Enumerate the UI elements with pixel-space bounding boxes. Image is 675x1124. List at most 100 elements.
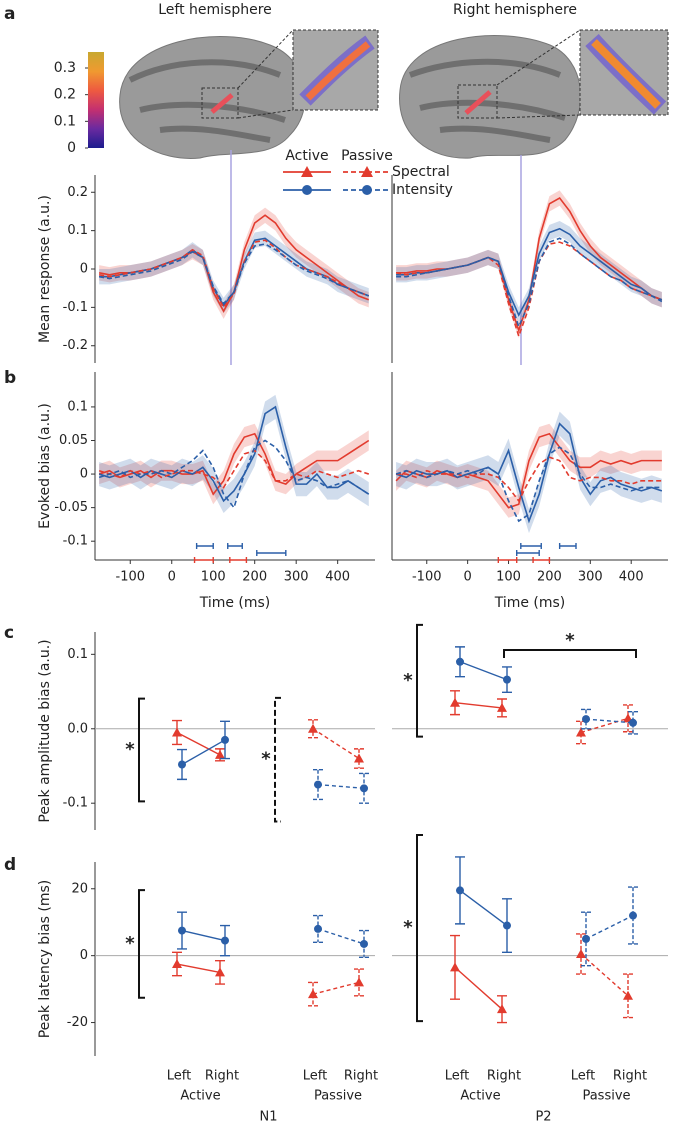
y-tick-label: 0	[80, 948, 88, 963]
x-tick-label: 0	[168, 570, 176, 585]
significance-bar	[229, 557, 248, 563]
y-tick-label: 20	[71, 881, 88, 896]
marker	[582, 715, 590, 724]
colorbar	[88, 52, 104, 148]
y-tick-label: 0.2	[67, 185, 88, 200]
error-band	[99, 207, 369, 319]
significance-bar	[193, 557, 214, 563]
brain-right-sulci	[408, 58, 566, 143]
x-tick-label: Left	[445, 1069, 469, 1084]
x-tick-label: 300	[578, 570, 603, 585]
y-axis-label: Peak amplitude bias (a.u.)	[37, 639, 53, 822]
legend-marker	[301, 166, 313, 177]
panel-label: d	[4, 855, 16, 875]
y-tick-label: -0.1	[63, 796, 88, 811]
significance-bracket	[416, 623, 423, 738]
x-tick-label: 200	[537, 570, 562, 585]
series-line	[176, 963, 221, 974]
roi	[210, 93, 234, 114]
zoom-line	[237, 109, 294, 119]
significance-bar	[520, 543, 542, 549]
x-tick-label: Right	[613, 1069, 647, 1084]
significance-bracket	[138, 697, 145, 803]
group-label: Active	[180, 1089, 220, 1104]
series-line	[317, 928, 365, 945]
marker	[360, 939, 368, 948]
y-tick-label: 0	[80, 467, 88, 482]
legend-marker	[362, 185, 372, 195]
series-line	[99, 243, 370, 305]
series-line	[395, 422, 663, 524]
significance-bar	[497, 557, 518, 563]
brain-left	[119, 36, 306, 159]
marker	[172, 959, 182, 969]
error-bar	[628, 886, 638, 945]
y-tick-label: -0.1	[63, 534, 88, 549]
group-label: Passive	[314, 1089, 362, 1104]
colorbar-tick-label: 0	[67, 140, 76, 156]
x-tick-label: 400	[619, 570, 644, 585]
significance-bar	[227, 543, 243, 549]
marker	[503, 675, 511, 684]
significance-star: *	[565, 630, 575, 651]
roi-box	[457, 84, 498, 119]
panel-label: a	[4, 4, 15, 24]
colorbar-tick-label: 0.3	[54, 60, 76, 76]
colorbar-tick-label: 0.1	[54, 113, 76, 129]
significance-bracket	[416, 833, 423, 1023]
x-tick-label: 100	[201, 570, 226, 585]
significance-bar	[516, 550, 540, 556]
series-line	[459, 661, 508, 681]
series-line	[98, 439, 370, 510]
x-tick-label: Left	[571, 1069, 595, 1084]
marker	[354, 977, 364, 987]
x-tick-label: 300	[284, 570, 309, 585]
x-tick-label: -100	[412, 570, 442, 585]
x-tick-label: 0	[464, 570, 472, 585]
legend-column: Active	[285, 148, 328, 164]
series-line	[585, 914, 634, 940]
x-tick-label: 200	[242, 570, 267, 585]
hemisphere-title: Left hemisphere	[158, 2, 272, 18]
marker	[178, 926, 186, 935]
marker	[582, 934, 590, 943]
series-line	[98, 449, 370, 489]
series-line	[396, 456, 662, 503]
marker	[576, 727, 586, 737]
y-tick-label: -0.1	[63, 300, 88, 315]
x-tick-label: Right	[205, 1069, 239, 1084]
significance-star: *	[125, 739, 135, 760]
y-tick-label: 0.1	[67, 647, 88, 662]
significance-bracket	[503, 649, 637, 658]
marker	[629, 718, 637, 727]
y-tick-label: 0.05	[59, 433, 88, 448]
significance-star: *	[261, 749, 271, 770]
y-tick-label: -0.05	[54, 500, 88, 515]
legend-marker	[361, 166, 373, 177]
marker	[360, 784, 368, 793]
significance-bar	[558, 543, 577, 549]
marker	[314, 780, 322, 789]
zoom-line	[496, 29, 581, 86]
marker	[215, 967, 225, 977]
panel-label: c	[4, 623, 14, 643]
panel-label: b	[4, 368, 16, 388]
roi-box	[201, 87, 239, 119]
x-tick-label: Left	[167, 1069, 191, 1084]
y-axis-label: Evoked bias (a.u.)	[37, 403, 53, 529]
marker	[221, 936, 229, 945]
error-band	[99, 423, 369, 505]
marker	[308, 723, 318, 733]
significance-star: *	[403, 917, 413, 938]
x-tick-label: Right	[487, 1069, 521, 1084]
y-axis-label: Mean response (a.u.)	[37, 195, 53, 343]
series-line	[454, 966, 503, 1010]
series-line	[454, 702, 503, 709]
series-line	[580, 717, 629, 734]
y-axis-label: Peak latency bias (ms)	[37, 880, 53, 1039]
error-bar	[628, 710, 638, 735]
marker	[215, 749, 225, 759]
marker	[629, 911, 637, 920]
legend-row: Spectral	[392, 164, 450, 180]
